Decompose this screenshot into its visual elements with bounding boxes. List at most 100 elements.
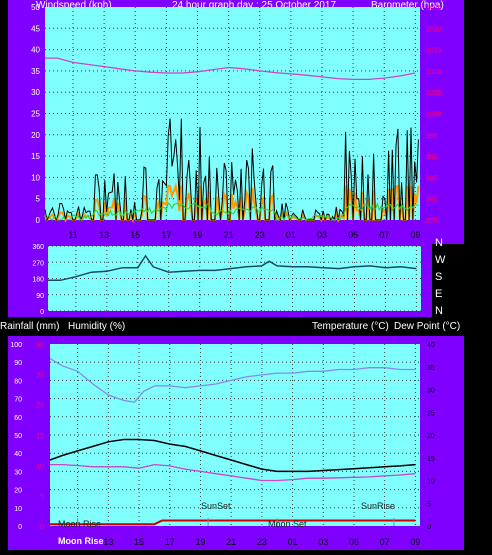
humidity-tick-label-80: 80 [14, 378, 22, 385]
compass-s: S [435, 271, 443, 283]
rainfall-series [50, 519, 416, 526]
humidity-tick-label-40: 40 [14, 451, 22, 458]
x-tick-label-bottom-8: 03 [318, 537, 328, 547]
humidity-tick-label-20: 20 [14, 488, 22, 495]
x-tick-label-bottom-7: 01 [288, 537, 298, 547]
gust-series [44, 182, 420, 224]
x-tick-label-top-0: 11 [68, 230, 77, 240]
barometer-tick-label-1000: 1000 [426, 112, 442, 119]
temperature-series [49, 438, 416, 473]
barometer-tick-label-975: 975 [426, 218, 438, 225]
x-tick-label-bottom-2: 15 [134, 537, 144, 547]
barometer-series [45, 57, 416, 81]
direction-tick-label-360: 360 [32, 244, 44, 251]
rain-tick-label-5: 5 [40, 494, 44, 501]
humidity-tick-label-70: 70 [14, 397, 22, 404]
wind-tick-label-20: 20 [31, 131, 40, 140]
barometer-tick-label-985: 985 [426, 175, 438, 182]
humidity-tick-label-50: 50 [14, 433, 22, 440]
humidity-tick-label-10: 10 [14, 506, 22, 513]
direction-tick-label-0: 0 [40, 309, 44, 316]
wind-axis-label: Windspeed (kph) [36, 0, 112, 11]
rainfall-axis-label: Rainfall (mm) [0, 321, 60, 332]
compass-n-top: N [435, 237, 443, 249]
x-tick-label-top-6: 23 [255, 230, 265, 240]
x-tick-label-top-11: 09 [410, 230, 420, 240]
direction-tick-label-180: 180 [32, 277, 44, 284]
wind-direction-series [48, 254, 417, 282]
humidity-series [49, 358, 416, 403]
wind-tick-label-35: 35 [31, 67, 40, 76]
x-tick-label-bottom-4: 19 [195, 537, 205, 547]
wind-tick-label-0: 0 [36, 216, 41, 225]
humidity-tick-label-30: 30 [14, 469, 22, 476]
barometer-tick-label-1005: 1005 [426, 90, 442, 97]
wind-tick-label-25: 25 [31, 110, 40, 119]
wind-tick-label-15: 15 [31, 152, 40, 161]
x-tick-label-bottom-3: 17 [165, 537, 175, 547]
barometer-tick-label-1025: 1025 [426, 5, 442, 12]
x-tick-label-bottom-6: 23 [257, 537, 267, 547]
plot-area-direction [48, 246, 421, 311]
wind-tick-label-45: 45 [31, 24, 40, 33]
humidity-tick-label-100: 100 [10, 342, 22, 349]
barometer-tick-label-1015: 1015 [426, 48, 442, 55]
x-tick-label-top-8: 03 [317, 230, 327, 240]
wind-tick-label-30: 30 [31, 88, 40, 97]
wind-direction-chart: 0 90 180 270 360 [32, 244, 421, 316]
moon-rise-label-bottom: Moon Rise [58, 536, 104, 546]
moon-rise-label: Moon Rise [58, 519, 102, 529]
temperature-tick-label-15: 15 [427, 456, 435, 463]
dew-point-axis-label: Dew Point (°C) [394, 321, 461, 332]
temperature-tick-label-20: 20 [427, 433, 435, 440]
x-tick-label-top-7: 01 [286, 230, 296, 240]
rain-tick-label-15: 15 [36, 433, 44, 440]
temperature-tick-label-30: 30 [427, 388, 435, 395]
x-tick-label-top-3: 17 [161, 230, 171, 240]
barometer-tick-label-1020: 1020 [426, 26, 442, 33]
moon-set-label: Moon Set [268, 519, 307, 529]
x-tick-label-top-5: 21 [224, 230, 234, 240]
temperature-tick-label-10: 10 [427, 479, 435, 486]
temperature-tick-label-25: 25 [427, 410, 435, 417]
barometer-tick-label-1010: 1010 [426, 69, 442, 76]
windspeed-series [44, 118, 419, 222]
x-tick-label-top-10: 07 [379, 230, 389, 240]
x-tick-label-top-9: 05 [348, 230, 358, 240]
humidity-tick-label-60: 60 [14, 415, 22, 422]
barometer-tick-label-980: 980 [426, 197, 438, 204]
temperature-tick-label-40: 40 [427, 342, 435, 349]
barometer-tick-label-995: 995 [426, 133, 438, 140]
compass-n-bottom: N [435, 305, 443, 317]
compass-e: E [435, 288, 443, 300]
sunset-label: SunSet [201, 501, 231, 511]
rain-tick-label-30: 30 [36, 342, 44, 349]
wind-tick-label-50: 50 [31, 3, 40, 12]
wind-tick-label-40: 40 [31, 46, 40, 55]
rain-tick-label-10: 10 [36, 463, 44, 470]
compass-w: W [435, 254, 446, 266]
humidity-tick-label-90: 90 [14, 360, 22, 367]
x-tick-label-bottom-5: 21 [226, 537, 236, 547]
x-tick-label-bottom-9: 05 [349, 537, 359, 547]
wind-barometer-chart: 0510152025303540455097598098599099510001… [31, 3, 442, 240]
direction-tick-label-90: 90 [36, 293, 44, 300]
rain-tick-label-20: 20 [36, 403, 44, 410]
x-tick-label-top-2: 15 [130, 230, 140, 240]
chart-title: 24 hour graph day : 25 October 2017 [172, 0, 337, 11]
x-tick-label-top-4: 19 [192, 230, 202, 240]
temperature-tick-label-5: 5 [427, 501, 431, 508]
barometer-tick-label-990: 990 [426, 154, 438, 161]
x-tick-label-bottom-10: 07 [380, 537, 390, 547]
barometer-axis-label: Barometer (hpa) [371, 0, 444, 11]
temperature-axis-label: Temperature (°C) [312, 321, 389, 332]
temperature-tick-label-0: 0 [427, 524, 431, 531]
average-wind-series [44, 202, 419, 222]
rain-tick-label-0: 0 [40, 524, 44, 531]
humidity-axis-label: Humidity (%) [68, 321, 126, 332]
x-tick-label-bottom-11: 09 [410, 537, 420, 547]
sunrise-label: SunRise [361, 501, 396, 511]
direction-tick-label-270: 270 [32, 260, 44, 267]
x-tick-label-bottom-1: 13 [103, 537, 113, 547]
wind-tick-label-10: 10 [31, 173, 40, 182]
